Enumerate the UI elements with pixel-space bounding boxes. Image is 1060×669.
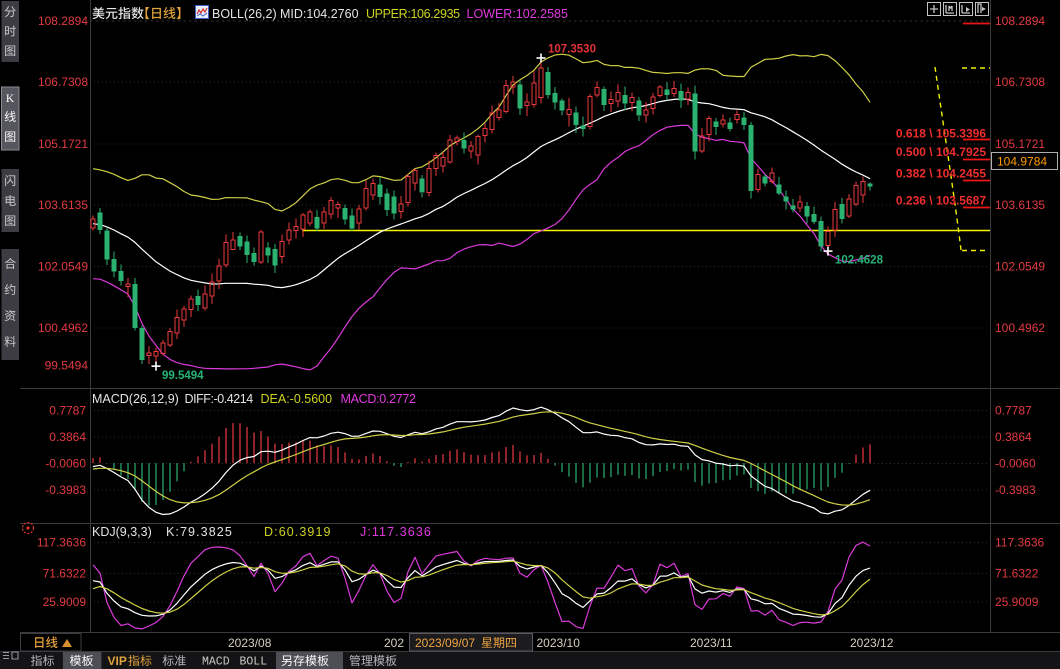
svg-text:25.9009: 25.9009 [43,595,87,609]
svg-text:102.0549: 102.0549 [38,260,88,274]
svg-text:MACD:0.2772: MACD:0.2772 [341,392,417,406]
svg-text:103.6135: 103.6135 [995,198,1045,212]
svg-text:UPPER:106.2935: UPPER:106.2935 [366,7,460,21]
svg-text:2023/09/07: 2023/09/07 [415,636,475,650]
svg-text:0.3864: 0.3864 [49,430,86,444]
svg-text:-0.3983: -0.3983 [995,483,1036,497]
svg-text:VIP: VIP [108,654,127,668]
svg-text:J:117.3636: J:117.3636 [360,525,432,539]
svg-text:108.2894: 108.2894 [38,14,88,28]
svg-text:100.4962: 100.4962 [995,321,1045,335]
svg-text:102.0549: 102.0549 [995,260,1045,274]
svg-text:107.3530: 107.3530 [548,44,596,56]
svg-text:DEA:-0.5600: DEA:-0.5600 [261,392,333,406]
svg-text:2023/08: 2023/08 [228,636,272,650]
svg-text:103.6135: 103.6135 [38,198,88,212]
svg-text:BOLL: BOLL [240,656,268,669]
svg-text:BOLL(26,2): BOLL(26,2) [212,7,277,21]
svg-text:106.7308: 106.7308 [38,75,88,89]
svg-text:108.2894: 108.2894 [995,14,1045,28]
svg-text:LOWER:102.2585: LOWER:102.2585 [467,7,568,21]
svg-text:99.5494: 99.5494 [45,359,89,373]
svg-text:MID:104.2760: MID:104.2760 [280,7,359,21]
svg-text:0.236 \ 103.5687: 0.236 \ 103.5687 [896,194,986,208]
svg-text:105.1721: 105.1721 [995,137,1045,151]
svg-text:100.4962: 100.4962 [38,321,88,335]
svg-text:0.7787: 0.7787 [995,404,1032,418]
svg-text:117.3636: 117.3636 [37,536,86,550]
svg-text:0.3864: 0.3864 [995,430,1032,444]
svg-text:202: 202 [384,636,404,650]
svg-text:DIFF:-0.4214: DIFF:-0.4214 [185,392,254,406]
svg-text:KDJ(9,3,3): KDJ(9,3,3) [92,525,152,539]
svg-text:2023/11: 2023/11 [690,636,733,650]
svg-text:0.382 \ 104.2455: 0.382 \ 104.2455 [896,167,986,181]
svg-text:105.1721: 105.1721 [38,137,88,151]
svg-text:117.3636: 117.3636 [995,536,1044,550]
svg-text:104.9784: 104.9784 [997,155,1047,169]
svg-text:71.6322: 71.6322 [995,567,1039,581]
svg-text:D:60.3919: D:60.3919 [264,525,332,539]
svg-text:K:79.3825: K:79.3825 [166,525,233,539]
svg-text:MACD(26,12,9): MACD(26,12,9) [92,392,179,406]
svg-text:0.618 \ 105.3396: 0.618 \ 105.3396 [896,127,986,141]
svg-text:0.500 \ 104.7925: 0.500 \ 104.7925 [896,145,986,159]
svg-text:K: K [6,93,15,105]
svg-text:106.7308: 106.7308 [995,75,1045,89]
svg-text:0.7787: 0.7787 [49,404,86,418]
svg-text:25.9009: 25.9009 [995,595,1039,609]
svg-text:2023/10: 2023/10 [537,636,581,650]
svg-text:-0.0060: -0.0060 [45,457,86,471]
svg-text:2023/12: 2023/12 [850,636,894,650]
svg-text:71.6322: 71.6322 [43,567,87,581]
svg-text:-0.0060: -0.0060 [995,457,1036,471]
svg-text:99.5494: 99.5494 [162,370,204,382]
svg-text:102.4628: 102.4628 [835,255,884,267]
svg-text:-0.3983: -0.3983 [45,483,86,497]
svg-text:MACD: MACD [202,656,230,669]
